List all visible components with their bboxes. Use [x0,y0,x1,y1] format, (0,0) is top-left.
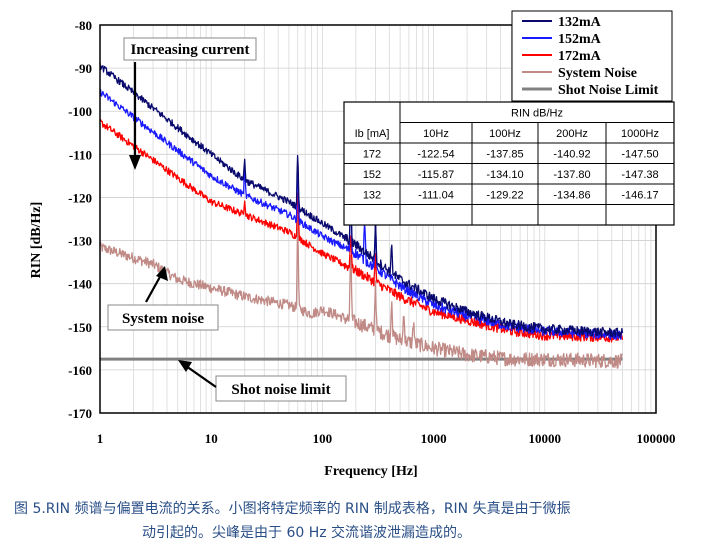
x-axis-title: Frequency [Hz] [324,464,417,479]
legend-label: System Noise [558,66,637,81]
annotation-increasing-current-text: Increasing current [130,42,249,58]
x-tick-label: 10 [205,431,218,446]
legend-label: 172mA [558,49,602,64]
y-tick-label: -110 [69,147,92,162]
rin-chart: -80 -90 -100 -110 -120 -130 -140 -150 -160 -170 1… [29,10,676,479]
legend-label: 132mA [558,15,602,30]
table-cell: -147.38 [621,169,658,181]
table-header-cell: 100Hz [489,128,521,140]
shot-noise-arrow [185,365,217,388]
system-noise-arrow [145,274,162,303]
series-layer [99,62,624,369]
table-cell: 172 [363,149,381,161]
x-tick-label: 1 [97,431,104,446]
table-cell: -147.50 [621,149,658,161]
table-cell: 132 [363,190,381,202]
table-header-cell: 10Hz [423,128,449,140]
figure-caption: 图 5.RIN 频谱与偏置电流的关系。小图将特定频率的 RIN 制成表格，RIN… [14,497,714,545]
y-tick-label: -120 [68,190,92,205]
table-cell: -134.86 [553,190,590,202]
increasing-current-arrowhead [129,155,141,170]
table-title: RIN dB/Hz [511,108,563,120]
y-tick-label: -90 [75,61,92,76]
caption-line-2: 动引起的。尖峰是由于 60 Hz 交流谐波泄漏造成的。 [142,525,472,541]
annotation-shot-noise-limit: Shot noise limit [178,360,347,402]
y-tick-label: -80 [75,18,92,33]
x-axis: 1 10 100 1000 10000 100000 [97,431,676,446]
rin-table: RIN dB/Hz Ib [mA] 10Hz 100Hz 200Hz 1000Hz 172 -… [343,101,675,226]
series-line-system-noise [99,216,623,369]
series-line-172ma [99,118,624,343]
table-cell: -146.17 [621,190,658,202]
table-cell: -137.85 [486,149,523,161]
y-tick-label: -150 [68,320,92,335]
legend-label: Shot Noise Limit [558,83,659,98]
annotation-increasing-current: Increasing current [123,37,257,170]
x-tick-label: 100000 [637,431,676,446]
annotation-shot-noise-limit-text: Shot noise limit [231,382,330,398]
x-tick-label: 100 [313,431,333,446]
table-cell: -129.22 [486,190,523,202]
table-cell: -111.04 [418,190,454,202]
table-cell: -134.10 [486,169,523,181]
table-header-cell: 200Hz [556,128,588,140]
shot-noise-arrowhead [178,360,192,372]
y-tick-label: -160 [68,363,92,378]
legend: 132mA 152mA 172mA System Noise Shot Noise Li… [511,10,673,102]
y-tick-label: -130 [68,234,92,249]
table-header-cell: Ib [mA] [355,128,390,140]
table-cell: -137.80 [553,169,590,181]
table-header-cell: 1000Hz [621,128,659,140]
table-cell: -140.92 [553,149,590,161]
x-tick-label: 1000 [421,431,447,446]
y-tick-label: -170 [68,406,92,421]
series-line-132ma [99,62,624,339]
annotation-system-noise: System noise [107,266,219,331]
table-cell: -122.54 [417,149,454,161]
table-cell: -115.87 [418,169,455,181]
y-axis-title: RIN [dB/Hz] [29,202,44,279]
annotation-system-noise-text: System noise [122,311,204,327]
system-noise-arrowhead [156,266,168,281]
y-tick-label: -140 [68,277,92,292]
caption-line-1: 图 5.RIN 频谱与偏置电流的关系。小图将特定频率的 RIN 制成表格，RIN… [14,501,571,517]
y-axis: -80 -90 -100 -110 -120 -130 -140 -150 -160 -170 [68,18,92,421]
table-cell: 152 [363,169,381,181]
y-tick-label: -100 [68,104,92,119]
legend-label: 152mA [558,32,602,47]
x-tick-label: 10000 [529,431,562,446]
